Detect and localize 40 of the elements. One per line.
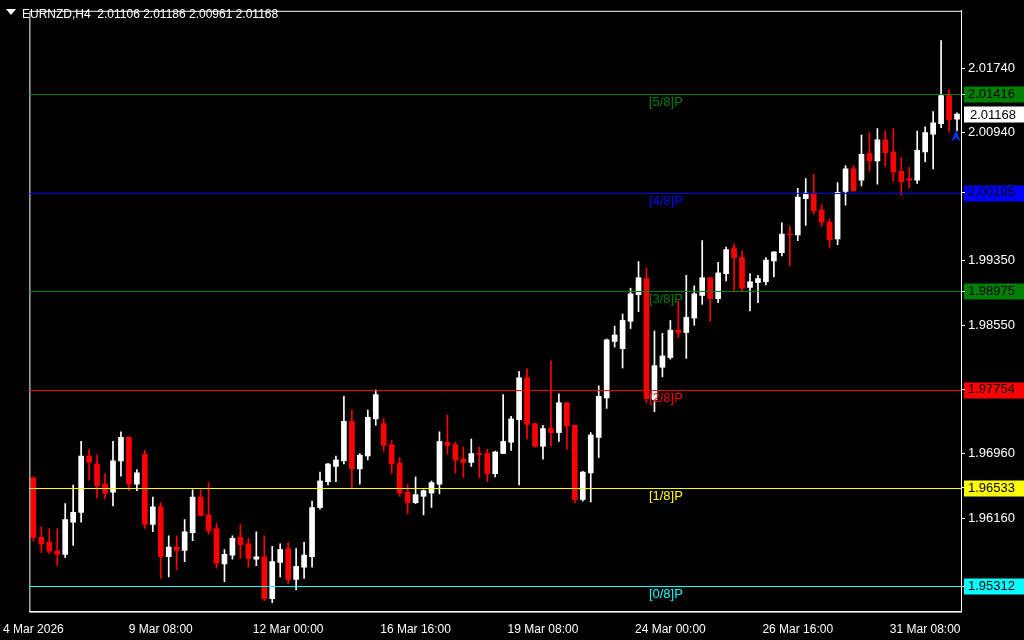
y-tick-label: 1.97754 [968,381,1016,397]
x-tick-label: 4 Mar 2026 [3,622,65,637]
y-tick-label: 2.01416 [968,85,1016,101]
y-tick-label: 2.01740 [968,59,1016,75]
candlestick [906,166,913,189]
ref-line-label: [4/8]P [648,192,683,208]
candlestick [500,394,506,454]
candlestick [755,274,761,304]
x-tick-label: 12 Mar 00:00 [252,622,324,637]
x-tick-label: 26 Mar 16:00 [762,622,834,637]
candlestick [930,111,936,170]
candlestick [683,274,690,359]
y-tick-label: 2.00195 [968,184,1016,200]
candlestick [70,484,77,546]
y-tick-label: 1.96533 [968,479,1016,495]
ref-line-label: [0/8]P [648,585,683,601]
ref-line-label: [1/8]P [648,487,683,503]
y-tick-label: 1.95312 [968,578,1016,594]
y-tick-label: 1.99350 [968,252,1016,268]
candlestick [54,528,61,566]
candlestick [86,449,92,481]
x-tick-label: 24 Mar 00:00 [635,622,707,637]
candlestick [476,446,483,479]
candlestick [731,243,737,291]
ref-line-label: [3/8]P [648,290,683,306]
text: 2.01168 [970,107,1017,123]
x-tick-label: 9 Mar 08:00 [128,622,194,637]
x-tick-label: 31 Mar 08:00 [889,622,961,637]
y-tick-label: 1.98975 [968,282,1016,298]
x-tick-label: 19 Mar 08:00 [507,622,579,637]
candlestick [253,531,260,566]
y-tick-label: 1.96160 [968,509,1016,525]
y-tick-label: 1.98550 [968,316,1016,332]
x-tick-label: 16 Mar 16:00 [380,622,452,637]
y-tick-label: 1.96960 [968,445,1016,461]
y-tick-label: 2.00940 [968,124,1016,140]
ref-line-label: [5/8]P [648,93,683,109]
candlestick [173,535,180,570]
candlestick [165,535,172,578]
candlestick [747,273,753,312]
